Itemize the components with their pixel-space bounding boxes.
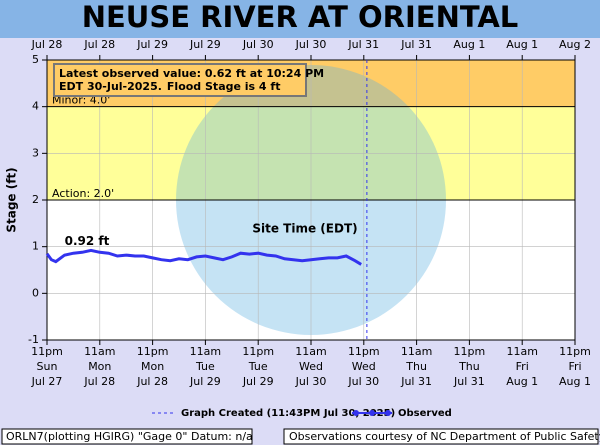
threshold-label: Action: 2.0': [52, 187, 114, 200]
title-bar: [0, 0, 600, 38]
legend-label: Graph Created (11:43PM Jul 30, 2025): [181, 408, 395, 419]
footer-box: [283, 428, 599, 445]
x-tick-label: Tue: [195, 360, 215, 373]
legend-dot: [385, 410, 391, 416]
x-tick-label: Tue: [248, 360, 268, 373]
x-tick-label: 11pm: [559, 345, 591, 358]
y-tick-label: 3: [32, 146, 39, 159]
x-tick-label: Wed: [299, 360, 323, 373]
note-box: [53, 63, 307, 97]
top-tick-label: Aug 1: [506, 38, 538, 51]
x-tick-label: 11pm: [137, 345, 169, 358]
x-tick-label: Thu: [458, 360, 480, 373]
x-tick-label: Fri: [516, 360, 529, 373]
top-tick-label: Aug 2: [559, 38, 591, 51]
x-tick-label: 11am: [295, 345, 326, 358]
x-tick-label: Jul 29: [189, 375, 221, 388]
x-tick-label: 11am: [190, 345, 221, 358]
x-tick-label: Jul 30: [347, 375, 379, 388]
top-tick-label: Jul 28: [31, 38, 63, 51]
top-tick-label: Jul 30: [295, 38, 327, 51]
x-tick-label: 11am: [84, 345, 115, 358]
x-tick-label: 11am: [506, 345, 537, 358]
top-tick-label: Jul 29: [136, 38, 168, 51]
note-text: EDT 30-Jul-2025.: [59, 80, 162, 93]
y-tick-label: 1: [32, 240, 39, 253]
plot-frame: [46, 59, 576, 341]
footer-left: ORLN7(plotting HGIRG) "Gage 0" Datum: n/…: [6, 430, 253, 443]
y-tick-label: 0: [32, 286, 39, 299]
top-tick-label: Jul 28: [83, 38, 115, 51]
x-tick-label: Thu: [405, 360, 427, 373]
x-tick-label: Jul 31: [400, 375, 432, 388]
top-tick-label: Jul 31: [347, 38, 379, 51]
y-tick-label: 2: [32, 193, 39, 206]
peak-label: 0.92 ft: [65, 234, 110, 248]
top-tick-label: Jul 31: [400, 38, 432, 51]
footer-box: [1, 428, 253, 445]
x-tick-label: 11pm: [242, 345, 274, 358]
legend-dot: [353, 410, 359, 416]
x-tick-label: 11pm: [454, 345, 486, 358]
legend-label: Observed: [398, 408, 452, 419]
x-tick-label: Sun: [37, 360, 58, 373]
footer-right: Observations courtesy of NC Department o…: [289, 430, 600, 443]
x-tick-label: 11pm: [31, 345, 63, 358]
x-tick-label: 11pm: [348, 345, 380, 358]
chart-title: NEUSE RIVER AT ORIENTAL: [82, 0, 519, 34]
legend-dot: [369, 410, 375, 416]
x-tick-label: Jul 31: [453, 375, 485, 388]
x-tick-label: Jul 28: [83, 375, 115, 388]
y-tick-label: 5: [32, 53, 39, 66]
top-tick-label: Aug 1: [453, 38, 485, 51]
x-tick-label: Wed: [352, 360, 376, 373]
y-axis-title: Stage (ft): [5, 167, 19, 232]
top-tick-label: Jul 30: [242, 38, 274, 51]
x-axis-title: Site Time (EDT): [252, 222, 357, 236]
note-text: Latest observed value: 0.62 ft at 10:24 …: [59, 67, 324, 80]
note-text: Flood Stage is 4 ft: [167, 80, 281, 93]
x-tick-label: Mon: [88, 360, 111, 373]
y-tick-label: 4: [32, 100, 39, 113]
x-tick-label: Aug 1: [559, 375, 591, 388]
x-tick-label: Jul 29: [242, 375, 274, 388]
x-tick-label: Mon: [141, 360, 164, 373]
x-tick-label: Aug 1: [506, 375, 538, 388]
top-tick-label: Jul 29: [189, 38, 221, 51]
x-tick-label: 11am: [401, 345, 432, 358]
y-tick-label: -1: [28, 333, 39, 346]
x-tick-label: Jul 28: [136, 375, 168, 388]
x-tick-label: Jul 30: [295, 375, 327, 388]
x-tick-label: Jul 27: [31, 375, 63, 388]
x-tick-label: Fri: [568, 360, 581, 373]
series-line: [45, 248, 362, 266]
